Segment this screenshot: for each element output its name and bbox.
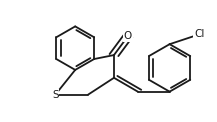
Text: O: O [124, 31, 132, 41]
Text: S: S [52, 90, 59, 100]
Text: Cl: Cl [194, 29, 205, 39]
